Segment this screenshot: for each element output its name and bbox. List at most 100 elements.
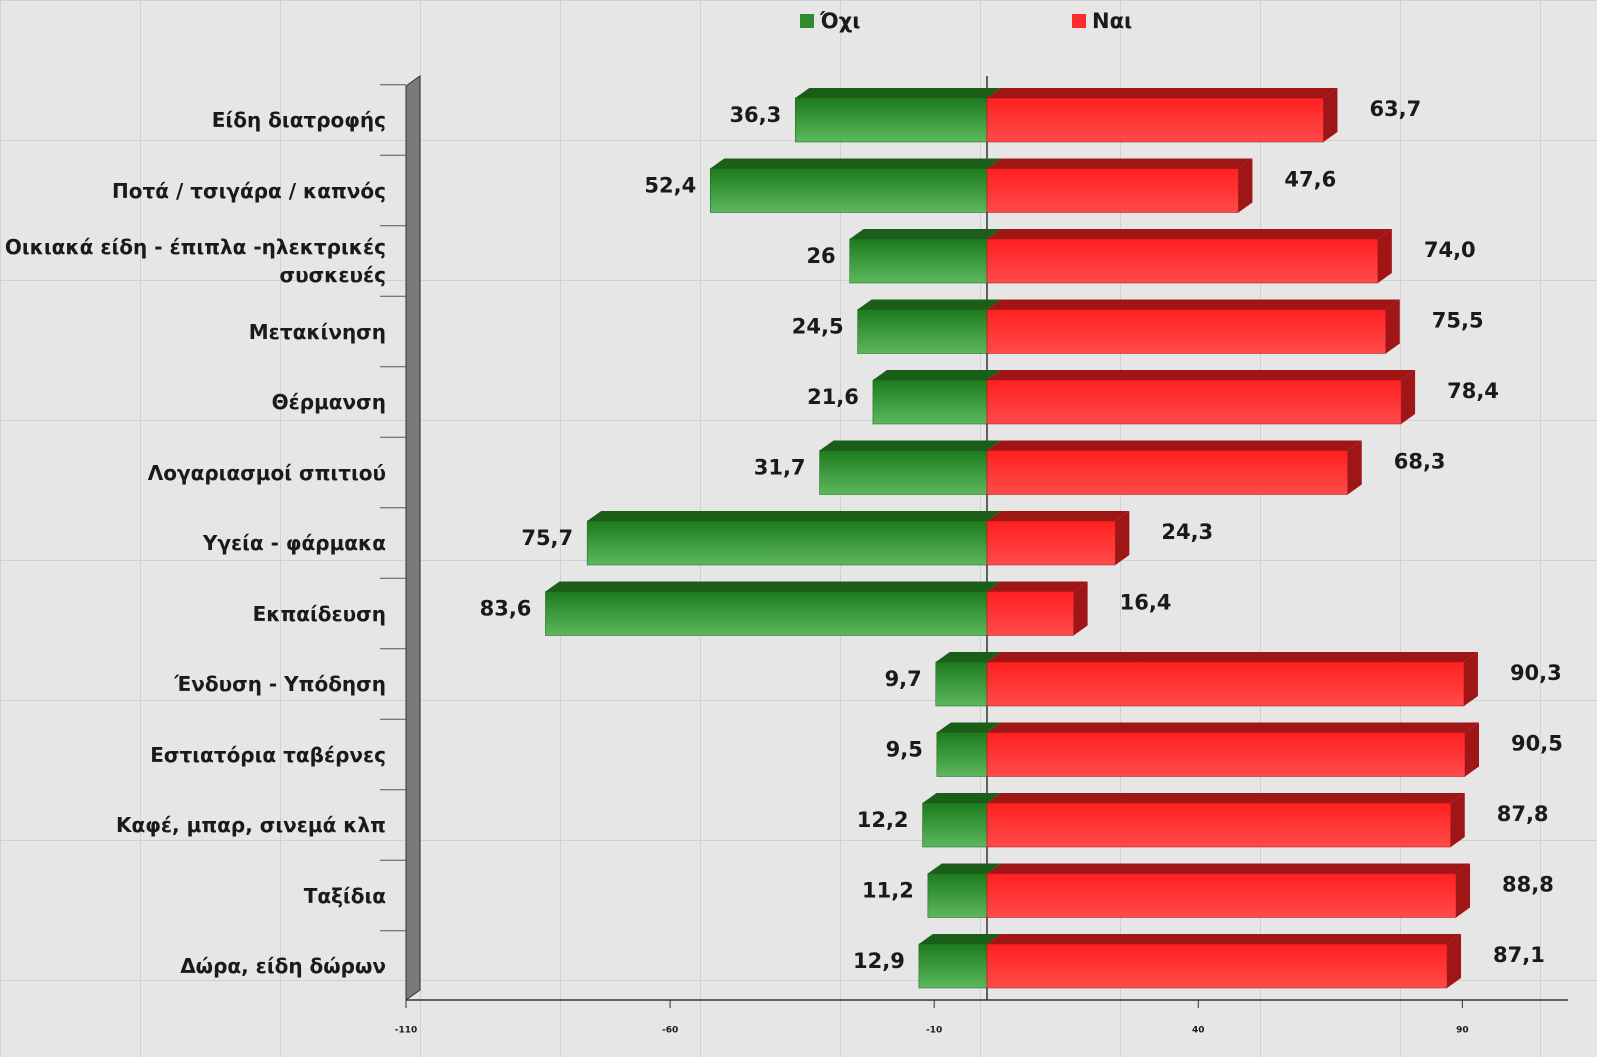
x-tick-label: 90 bbox=[1456, 1026, 1469, 1036]
bar-top bbox=[795, 88, 1001, 98]
bar-top bbox=[819, 440, 1001, 451]
value-label: 9,7 bbox=[885, 667, 922, 691]
value-label: 24,5 bbox=[792, 315, 844, 339]
bar-side bbox=[1323, 88, 1338, 142]
bar bbox=[986, 520, 1116, 566]
category-label: Εστιατόρια ταβέρνες bbox=[150, 742, 386, 767]
value-label: 11,2 bbox=[862, 879, 914, 903]
bar-top bbox=[936, 722, 1001, 733]
bar-top bbox=[545, 581, 1001, 592]
bar-top bbox=[872, 370, 1001, 380]
category-label: Θέρμανση bbox=[271, 390, 386, 414]
bar bbox=[872, 379, 988, 425]
x-tick-label: -10 bbox=[926, 1026, 942, 1036]
bar-top bbox=[987, 158, 1253, 169]
category-label: Είδη διατροφής bbox=[211, 108, 386, 132]
bar bbox=[849, 238, 988, 284]
value-label: 12,9 bbox=[853, 949, 905, 973]
bar-top bbox=[987, 440, 1362, 451]
value-label: 68,3 bbox=[1394, 450, 1446, 474]
bar-top bbox=[987, 511, 1130, 521]
bar-top bbox=[927, 863, 1001, 874]
bar bbox=[986, 873, 1457, 918]
bar bbox=[986, 732, 1466, 777]
value-label: 63,7 bbox=[1369, 97, 1421, 121]
value-label: 26 bbox=[806, 244, 835, 268]
bar-side bbox=[1456, 863, 1471, 918]
value-label: 16,4 bbox=[1120, 591, 1172, 615]
value-label: 74,0 bbox=[1424, 238, 1476, 262]
value-label: 12,2 bbox=[857, 808, 909, 832]
value-label: 87,1 bbox=[1493, 943, 1545, 967]
category-label: Οικιακά είδη - έπιπλα -ηλεκτρικές συσκευ… bbox=[4, 235, 386, 287]
bar bbox=[986, 591, 1074, 636]
bar-top bbox=[987, 652, 1478, 662]
bar bbox=[709, 168, 988, 213]
bar bbox=[986, 661, 1465, 707]
bar-side bbox=[1465, 722, 1480, 777]
value-label: 88,8 bbox=[1502, 873, 1554, 897]
category-label: Υγεία - φάρμακα bbox=[202, 531, 386, 555]
bar-side bbox=[1450, 793, 1465, 847]
bar bbox=[918, 943, 988, 989]
value-label: 9,5 bbox=[886, 738, 923, 762]
bar bbox=[986, 97, 1324, 143]
bar-side bbox=[1115, 511, 1130, 565]
x-tick-label: 40 bbox=[1192, 1026, 1205, 1036]
bar-side bbox=[1463, 652, 1478, 706]
bar-side bbox=[1073, 581, 1088, 636]
bar-side bbox=[1377, 229, 1392, 283]
bar bbox=[819, 450, 988, 495]
bar-top bbox=[857, 299, 1001, 310]
bar-top bbox=[918, 934, 1001, 944]
bar bbox=[986, 168, 1239, 213]
bar bbox=[986, 238, 1379, 284]
value-label: 21,6 bbox=[807, 385, 859, 409]
category-label: Ποτά / τσιγάρα / καπνός bbox=[112, 178, 386, 203]
bar-top bbox=[987, 581, 1088, 592]
bar-top bbox=[987, 299, 1400, 310]
category-label: Ένδυση - Υπόδηση bbox=[174, 672, 386, 696]
bar-top bbox=[922, 793, 1001, 803]
bar-side bbox=[1385, 299, 1400, 354]
value-label: 87,8 bbox=[1497, 802, 1549, 826]
value-label: 52,4 bbox=[644, 174, 696, 198]
bar bbox=[986, 379, 1402, 425]
bar-side bbox=[1347, 440, 1362, 495]
bar bbox=[986, 450, 1348, 495]
bar bbox=[795, 97, 988, 143]
category-label: Καφέ, μπαρ, σινεμά κλπ bbox=[116, 813, 386, 837]
legend-label: Όχι bbox=[819, 9, 860, 33]
value-label: 90,5 bbox=[1511, 732, 1563, 756]
bar-top bbox=[987, 722, 1480, 733]
value-label: 47,6 bbox=[1284, 168, 1336, 192]
category-label: Εκπαίδευση bbox=[252, 601, 386, 626]
bar-top bbox=[849, 229, 1001, 239]
bar-side bbox=[1238, 158, 1253, 213]
category-label: Ταξίδια bbox=[303, 883, 386, 908]
value-label: 83,6 bbox=[480, 597, 532, 621]
bar bbox=[986, 943, 1448, 989]
bar bbox=[857, 309, 988, 354]
bar-top bbox=[587, 511, 1001, 521]
value-label: 78,4 bbox=[1447, 379, 1499, 403]
bar-side bbox=[1447, 934, 1462, 988]
value-label: 24,3 bbox=[1161, 520, 1213, 544]
bar bbox=[922, 802, 988, 848]
bar bbox=[986, 309, 1387, 354]
bar-top bbox=[935, 652, 1001, 662]
category-label: Μετακίνηση bbox=[248, 319, 386, 344]
value-label: 75,5 bbox=[1432, 309, 1484, 333]
bar-top bbox=[987, 88, 1338, 98]
bar-top bbox=[710, 158, 1001, 169]
bar bbox=[545, 591, 988, 636]
left-wall bbox=[405, 75, 421, 1001]
bar-side bbox=[1401, 370, 1416, 424]
value-label: 36,3 bbox=[729, 103, 781, 127]
x-tick-label: -110 bbox=[395, 1026, 418, 1036]
category-label: Λογαριασμοί σπιτιού bbox=[147, 460, 386, 485]
value-label: 75,7 bbox=[521, 526, 573, 550]
bar bbox=[935, 661, 988, 707]
